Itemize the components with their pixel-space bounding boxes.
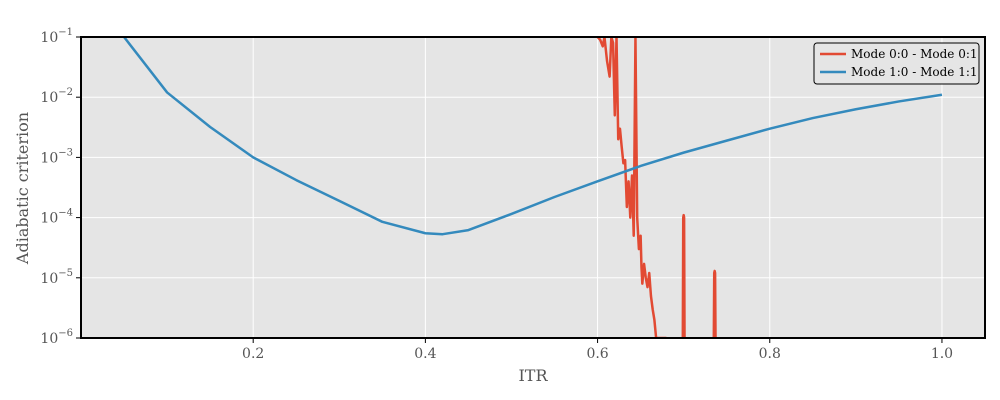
x-tick-label: 0.8 xyxy=(759,346,781,362)
y-tick-label: 10−6 xyxy=(40,328,73,347)
x-tick-label: 0.6 xyxy=(586,346,608,362)
y-tick-label: 10−3 xyxy=(40,147,73,166)
plot-area xyxy=(81,37,985,338)
legend-label: Mode 0:0 - Mode 0:1 xyxy=(851,47,978,61)
x-tick-label: 1.0 xyxy=(931,346,953,362)
x-tick-label: 0.4 xyxy=(414,346,436,362)
series-spike-4 xyxy=(712,269,717,338)
y-tick-label: 10−1 xyxy=(40,27,73,46)
y-tick-label: 10−2 xyxy=(40,87,73,106)
legend-box xyxy=(813,42,980,85)
x-tick-label: 0.2 xyxy=(242,346,264,362)
y-tick-label: 10−4 xyxy=(40,208,73,227)
legend-label: Mode 1:0 - Mode 1:1 xyxy=(851,65,978,79)
series-line-2 xyxy=(123,37,943,236)
series-spike-3 xyxy=(681,213,686,338)
legend: Mode 0:0 - Mode 0:1 Mode 1:0 - Mode 1:1 xyxy=(813,42,980,85)
y-tick-label: 10−5 xyxy=(40,268,73,287)
x-axis-label: ITR xyxy=(518,366,548,385)
series-line-1 xyxy=(596,37,667,338)
y-axis-label: Adiabatic criterion xyxy=(13,112,32,265)
plot-frame xyxy=(80,36,986,339)
